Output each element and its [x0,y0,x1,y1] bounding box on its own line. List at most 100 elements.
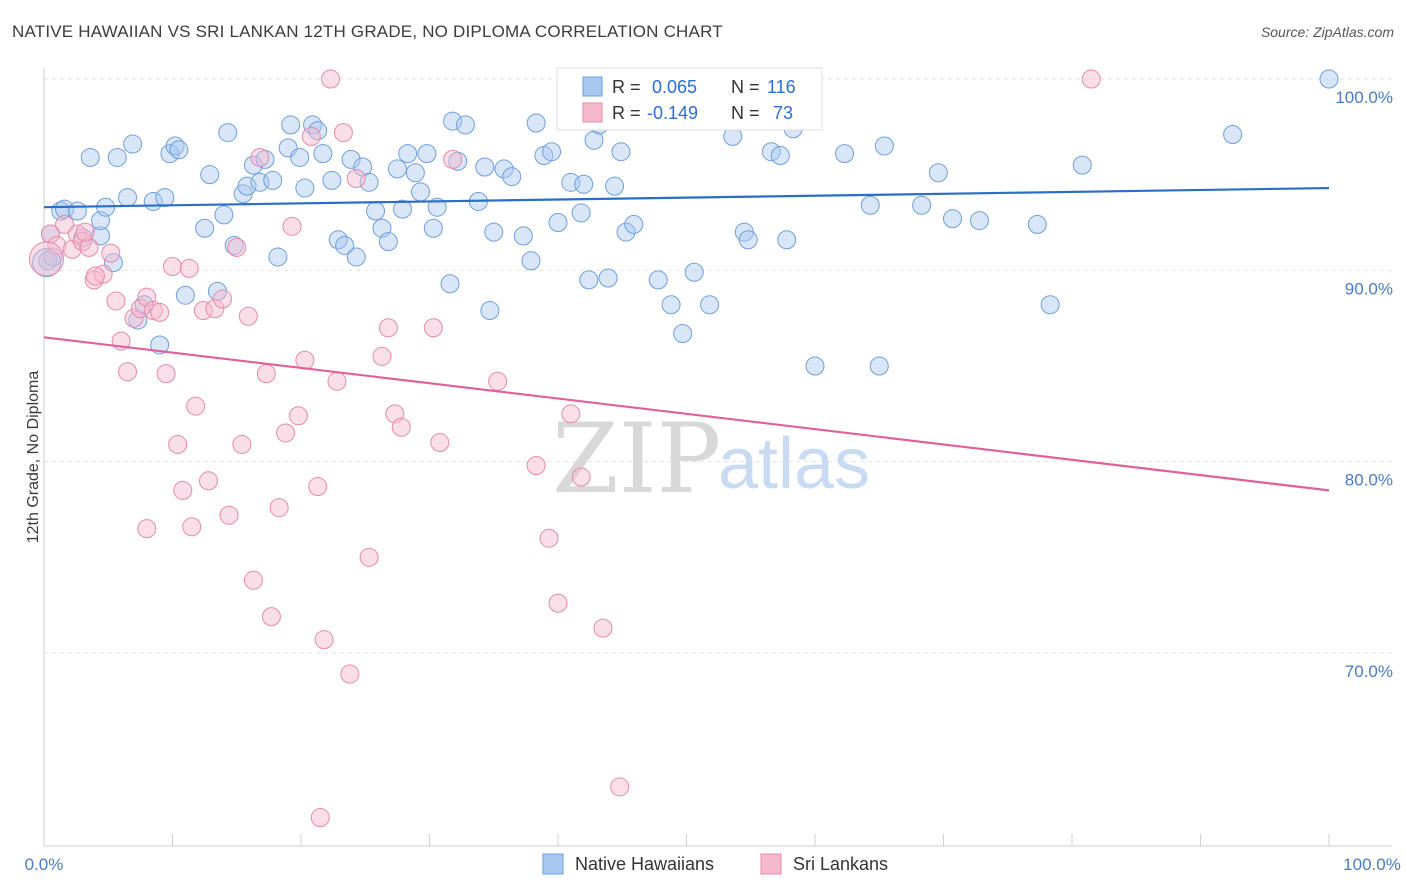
srilankan-point-55 [430,433,450,453]
hawaiian-point-68 [480,301,500,321]
srilankan-point-48 [346,168,366,188]
hawaiian-point-99 [777,230,797,250]
hawaiian-point-56 [398,144,418,164]
srilankan-point-9 [101,243,121,263]
legend-native-hawaiians-swatch [542,853,564,875]
hawaiian-point-69 [484,222,504,242]
srilankan-point-10 [106,291,126,311]
hawaiian-point-48 [346,247,366,267]
hawaiian-point-58 [411,182,431,202]
hawaiian-point-104 [969,211,989,231]
srilankan-point-46 [333,123,353,143]
hawaiian-point-44 [322,170,342,190]
hawaiian-point-13 [118,188,138,208]
srilankan-point-2 [55,214,75,234]
srilankan-point-12 [118,362,138,382]
srilankan-point-8 [93,264,113,284]
srilankan-point-42 [308,477,328,497]
srilankan-point-41 [301,126,321,146]
hawaiian-point-98 [770,146,790,166]
hawaiian-point-80 [574,174,594,194]
srilankan-point-29 [227,237,247,257]
hawaiian-point-85 [605,176,625,196]
hawaiian-point-72 [513,226,533,246]
hawaiian-point-84 [598,268,618,288]
legend-r-value-2: -0.149 [647,103,698,123]
hawaiian-point-23 [175,285,195,305]
hawaiian-trendline [43,186,1330,209]
hawaiian-point-54 [387,159,407,179]
hawaiian-point-0 [38,251,58,271]
hawaiian-point-90 [661,295,681,315]
srilankan-point-33 [250,147,270,167]
hawaiian-point-36 [268,247,288,267]
hawaiian-point-2 [43,247,63,267]
hawaiian-point-31 [237,176,257,196]
hawaiian-point-46 [335,235,355,255]
srilankan-point-21 [173,480,193,500]
hawaiian-point-cluster [32,248,62,278]
hawaiian-point-43 [313,144,333,164]
y-tick-label-100: 100.0% [1335,88,1393,107]
hawaiian-point-88 [624,214,644,234]
legend-r-label-1: R = [612,77,641,97]
srilankan-point-45 [327,371,347,391]
hawaiian-point-40 [295,178,315,198]
hawaiian-point-76 [542,142,562,162]
srilankan-trendline [43,336,1330,492]
hawaiian-point-51 [366,201,386,221]
srilankan-point-16 [143,301,163,321]
series-sri-lankans-points [29,69,1101,828]
srilankan-point-32 [243,570,263,590]
hawaiian-point-39 [290,147,310,167]
legend-native-hawaiians-label: Native Hawaiians [575,854,714,874]
y-tick-labels: 70.0% 80.0% 90.0% 100.0% [1335,88,1393,681]
srilankan-point-43 [314,630,334,650]
srilankan-point-19 [163,257,182,277]
srilankan-point-62 [571,467,591,487]
hawaiian-point-102 [912,195,932,215]
srilankan-point-6 [79,237,99,257]
hawaiian-point-111 [869,356,889,376]
gridlines [44,78,1392,654]
hawaiian-point-53 [378,232,398,252]
srilankan-point-54 [423,318,443,338]
srilankan-point-27 [213,289,233,309]
hawaiian-point-106 [835,144,855,164]
hawaiian-point-5 [67,201,87,221]
srilankan-point-49 [359,547,379,567]
chart-title: NATIVE HAWAIIAN VS SRI LANKAN 12TH GRADE… [12,22,723,41]
srilankan-point-58 [526,455,546,475]
srilankan-point-60 [548,593,568,613]
stats-legend: R = 0.065 N = 116 R = -0.149 N = 73 [556,67,823,131]
series-legend: Native Hawaiians Sri Lankans [542,853,888,875]
srilankan-point-26 [205,299,225,319]
srilankan-point-47 [340,664,360,684]
hawaiian-point-35 [263,170,283,190]
legend-n-label-2: N = [731,103,760,123]
hawaiian-point-114 [1319,69,1339,89]
hawaiian-point-113 [1223,124,1243,144]
hawaiian-point-110 [805,356,825,376]
hawaiian-point-60 [423,218,443,238]
srilankan-point-67 [1081,69,1101,89]
srilankan-point-34 [256,364,276,384]
hawaiian-point-112 [1072,155,1092,175]
srilankan-point-25 [198,471,218,491]
y-axis-label: 12th Grade, No Diploma [25,371,42,544]
srilankan-point-71 [85,266,105,286]
hawaiian-point-103 [942,209,962,229]
hawaiian-point-29 [224,235,244,255]
trendlines [43,186,1330,492]
hawaiian-point-25 [200,165,220,185]
hawaiian-point-19 [155,188,175,208]
hawaiian-point-61 [427,197,447,217]
legend-n-label-1: N = [731,77,760,97]
srilankan-point-72 [75,222,95,242]
srilankan-point-20 [168,434,188,454]
legend-swatch-pink [582,102,603,123]
hawaiian-point-73 [521,251,541,271]
hawaiian-point-55 [393,199,413,219]
hawaiian-point-38 [281,115,301,135]
hawaiian-point-50 [359,172,379,192]
